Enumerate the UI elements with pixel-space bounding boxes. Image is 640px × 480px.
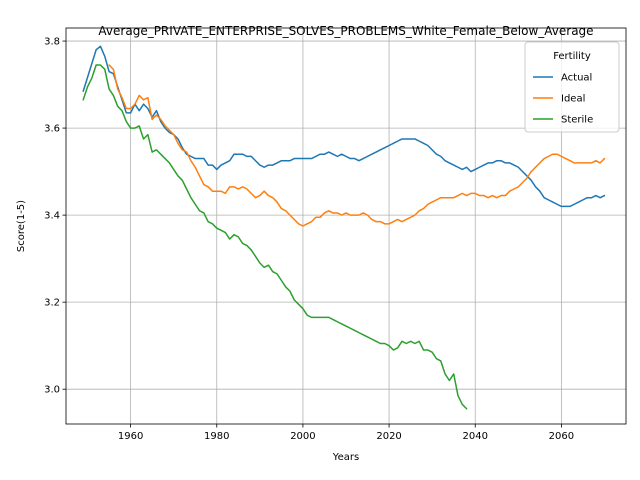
legend: Fertility Actual Ideal Sterile (524, 41, 620, 133)
x-axis-ticks: 1960 1980 2000 2020 2040 2060 (118, 424, 574, 442)
x-tick-label: 1960 (118, 431, 143, 442)
y-tick-label: 3.6 (44, 124, 60, 135)
legend-title: Fertility (553, 51, 591, 62)
x-tick-label: 2060 (549, 431, 574, 442)
legend-box (524, 41, 620, 133)
x-tick-label: 2000 (290, 431, 315, 442)
y-axis-label: Score(1-5) (16, 200, 27, 252)
plot-area-frame (65, 27, 627, 425)
series-line-actual (82, 45, 606, 208)
x-axis-label: Years (332, 452, 359, 463)
x-tick-label: 2040 (463, 431, 488, 442)
series-line-sterile (82, 64, 468, 410)
legend-label-actual: Actual (561, 73, 592, 84)
legend-items: Actual Ideal Sterile (533, 73, 593, 126)
legend-label-sterile: Sterile (561, 115, 593, 126)
y-tick-label: 3.2 (44, 298, 60, 309)
series-lines (82, 45, 606, 410)
x-tick-label: 2020 (376, 431, 401, 442)
y-tick-label: 3.0 (44, 385, 60, 396)
series-line-ideal (108, 64, 606, 227)
chart-title: Average_PRIVATE_ENTERPRISE_SOLVES_PROBLE… (98, 24, 593, 38)
y-axis-ticks: 3.0 3.2 3.4 3.6 3.8 (44, 37, 66, 396)
x-tick-label: 1980 (204, 431, 229, 442)
y-tick-label: 3.8 (44, 37, 60, 48)
legend-label-ideal: Ideal (561, 94, 585, 105)
y-tick-label: 3.4 (44, 211, 60, 222)
